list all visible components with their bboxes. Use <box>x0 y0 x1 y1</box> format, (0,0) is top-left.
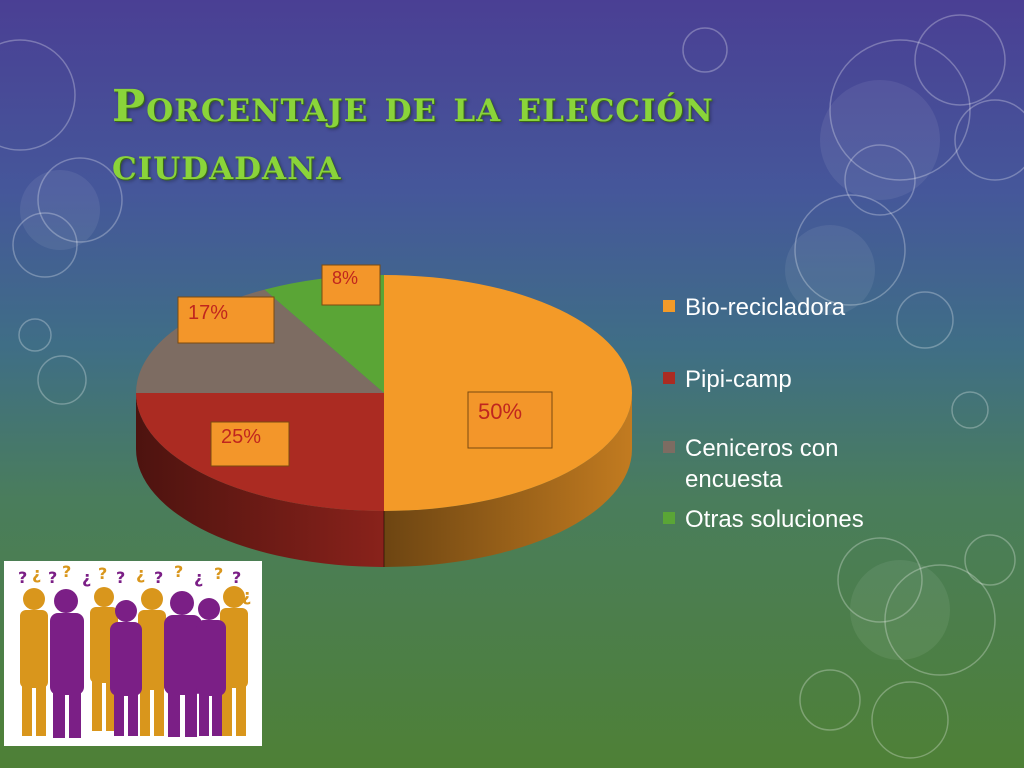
slide-title-line-2: ciudadana <box>112 139 342 190</box>
svg-text:¿: ¿ <box>242 586 251 605</box>
data-label-bio-recicladora: 50% <box>478 399 522 424</box>
svg-text:?: ? <box>174 562 183 581</box>
data-label-otras-soluciones: 8% <box>332 268 358 288</box>
data-label-pipi-camp: 25% <box>221 426 261 448</box>
svg-text:¿: ¿ <box>194 568 203 587</box>
data-label-bio-recicladora-box <box>467 391 553 449</box>
legend-label-otras-soluciones: Otras soluciones <box>685 506 864 533</box>
legend-swatch-otras-soluciones <box>663 512 675 524</box>
data-label-pipi-camp-box <box>210 421 290 467</box>
data-label-ceniceros-con-encuesta-box <box>177 296 275 344</box>
svg-text:¿: ¿ <box>136 564 145 583</box>
legend-swatch-pipi-camp <box>663 372 675 384</box>
svg-text:?: ? <box>98 564 107 583</box>
legend-item-pipi-camp: Pipi-camp <box>663 364 792 395</box>
legend-item-bio-recicladora: Bio-recicladora <box>663 292 845 323</box>
svg-text:?: ? <box>62 562 71 581</box>
svg-text:?: ? <box>18 568 27 587</box>
legend-swatch-ceniceros <box>663 441 675 453</box>
svg-text:?: ? <box>214 564 223 583</box>
svg-text:?: ? <box>232 568 241 587</box>
legend-label-ceniceros: Ceniceros con encuesta <box>685 435 839 493</box>
legend-item-otras-soluciones: Otras soluciones <box>663 504 864 535</box>
people-question-illustration: ? ¿ ?? ¿? ? ¿ ?? ¿? ? ¿ <box>4 561 262 746</box>
svg-text:?: ? <box>154 568 163 587</box>
svg-text:?: ? <box>116 568 125 587</box>
legend-label-bio-recicladora: Bio-recicladora <box>685 294 846 321</box>
legend-label-pipi-camp: Pipi-camp <box>685 366 792 393</box>
data-label-ceniceros-con-encuesta: 17% <box>188 302 228 324</box>
pie-edge <box>383 511 385 567</box>
pie-side-bio-recicladora <box>384 393 632 567</box>
slide-title-line-1: Porcentaje de la elección <box>112 81 714 132</box>
data-label-otras-soluciones-box <box>321 264 381 306</box>
svg-text:¿: ¿ <box>32 564 41 583</box>
svg-text:?: ? <box>48 568 57 587</box>
svg-text:¿: ¿ <box>82 568 91 587</box>
pie-side-pipi-camp <box>136 393 384 567</box>
legend-item-ceniceros: Ceniceros con encuesta <box>663 433 883 495</box>
legend-swatch-bio-recicladora <box>663 300 675 312</box>
people-silhouettes-with-question-marks-icon: ? ¿ ?? ¿? ? ¿ ?? ¿? ?¿ <box>18 562 251 738</box>
slide-title: Porcentaje de la elección ciudadana <box>112 78 872 194</box>
